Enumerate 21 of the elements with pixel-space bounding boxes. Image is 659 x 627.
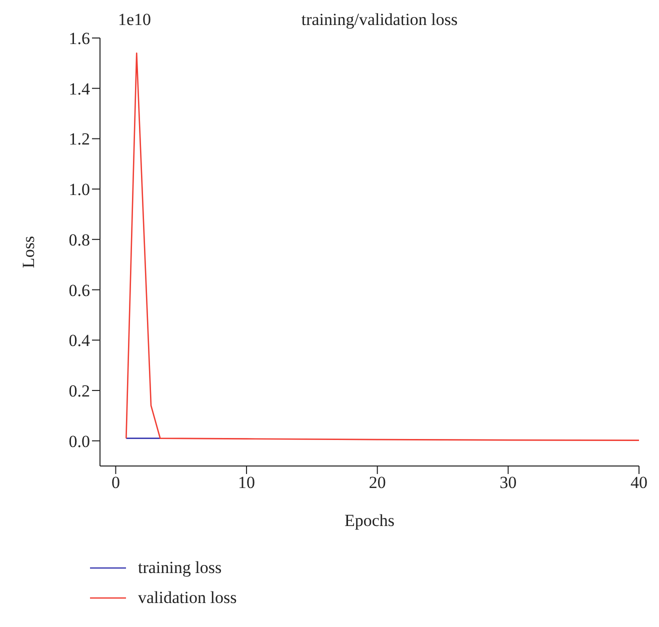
x-tick-label: 10 [238,473,256,492]
legend-label: training loss [138,557,222,579]
y-tick-label: 1.2 [68,130,90,149]
y-tick-label: 0.8 [68,230,90,250]
text: 1e10 [118,10,152,30]
y-tick-label: 0.2 [68,382,90,401]
chart-title: training/validation loss [301,10,458,29]
x-tick-label: 30 [500,473,517,492]
y-tick-label: 1.4 [68,79,90,98]
y-tick-label: 0.6 [68,280,90,300]
line-series [126,52,639,441]
y-tick-label: 0.4 [68,331,90,350]
x-tick-label: 0 [111,473,120,492]
x-axis-title: Epochs [344,511,395,530]
x-tick-label: 20 [368,473,386,492]
y-tick-label: 1.6 [68,29,90,48]
y-tick-label: 1.0 [68,180,90,200]
x-tick-label: 40 [630,473,648,492]
y-tick-label: 0.0 [68,432,90,451]
legend-label: validation loss [138,587,237,609]
y-axis-title: Loss [19,236,38,268]
